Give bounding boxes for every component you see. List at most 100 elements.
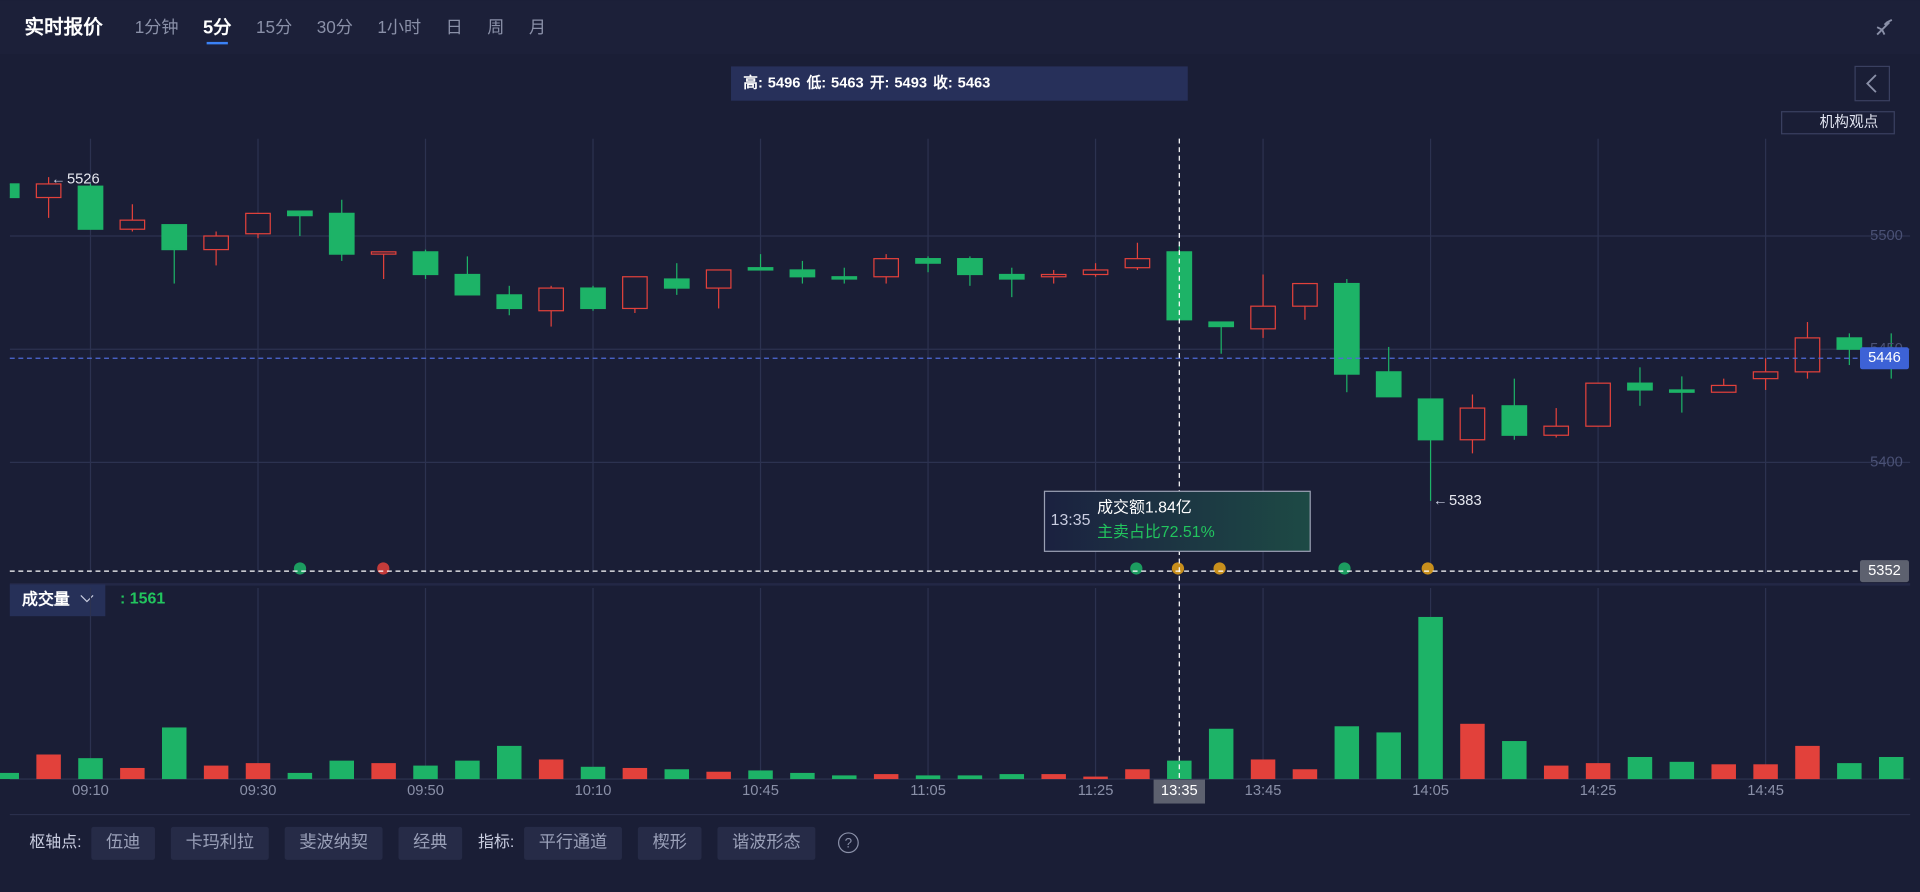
tab[interactable]: 周 — [487, 17, 504, 37]
event-icon[interactable] — [1130, 562, 1143, 575]
toolbar: 枢轴点: 伍迪 卡玛利拉 斐波纳契 经典 指标: 平行通道 楔形 谐波形态? — [29, 826, 859, 860]
volume-bar — [329, 760, 354, 780]
candle-body — [35, 183, 62, 199]
volume-bar — [1250, 759, 1276, 780]
annotation-arrow: ← — [51, 171, 66, 187]
volume-bar — [287, 772, 313, 780]
tab[interactable]: 15分 — [256, 17, 292, 37]
candle-body — [1627, 382, 1653, 391]
toolbar-button[interactable] — [717, 826, 816, 860]
volume-bar — [957, 775, 983, 780]
candle-body — [789, 269, 816, 278]
text-part: 开: — [870, 74, 890, 91]
candle-body — [705, 269, 732, 289]
crosshair-y-box — [1860, 560, 1909, 583]
candle-body — [287, 210, 313, 217]
side-toggle[interactable] — [1854, 65, 1890, 102]
text-part: 5463 — [958, 75, 991, 91]
y-tick-label: 5400 — [1870, 454, 1903, 470]
volume-bar — [455, 760, 480, 780]
x-tick-label: 09:50 — [407, 783, 444, 799]
candle-body — [622, 276, 648, 310]
toolbar-button[interactable] — [284, 826, 383, 860]
volume-bar — [1837, 763, 1862, 780]
toolbar-button[interactable] — [398, 826, 463, 860]
candle-body — [1585, 382, 1611, 427]
volume-bar — [1711, 764, 1736, 780]
toolbar-label: 枢轴点: — [29, 833, 81, 851]
plot-area — [9, 138, 1911, 574]
volume-bar — [0, 772, 19, 780]
icon — [1866, 74, 1877, 93]
volume-bar — [915, 775, 941, 780]
volume-bar — [664, 769, 690, 780]
x-tick-label: 14:25 — [1580, 783, 1617, 799]
volume-bar — [371, 763, 396, 780]
event-icon[interactable] — [1171, 562, 1185, 575]
candle-body — [915, 258, 941, 264]
volume-bar — [1418, 616, 1443, 780]
crosshair-x-label: 13:35 — [1161, 783, 1198, 799]
side-button[interactable] — [1781, 111, 1895, 135]
event-icon[interactable] — [293, 562, 307, 575]
text-part: 5493 — [894, 75, 927, 91]
event-icon[interactable] — [1338, 562, 1351, 575]
candle-body — [1836, 337, 1863, 350]
tab[interactable]: 月 — [529, 17, 546, 37]
collapse-icon[interactable] — [1876, 19, 1893, 36]
volume-bar — [1585, 763, 1611, 780]
toolbar-button-label: 经典 — [413, 831, 447, 851]
event-icon[interactable] — [377, 562, 390, 575]
candle-body — [119, 219, 146, 230]
candle-body — [245, 212, 271, 235]
text-part: 高: — [743, 73, 763, 91]
volume-value: 1561 — [130, 590, 166, 607]
volume-bar — [1208, 728, 1234, 780]
tab[interactable]: 1小时 — [377, 17, 421, 37]
toolbar-button[interactable] — [170, 826, 269, 860]
toolbar-button[interactable] — [637, 826, 702, 860]
crosshair-y-label: 5352 — [1868, 563, 1901, 579]
tab[interactable]: 30分 — [317, 17, 353, 37]
toolbar-button-label: 楔形 — [653, 831, 687, 851]
volume-bar — [1878, 756, 1904, 780]
text-part: 5496 — [768, 75, 801, 91]
candle-body — [1543, 425, 1570, 436]
toolbar-button[interactable] — [91, 826, 155, 860]
volume-bar — [1460, 723, 1485, 780]
x-tick-label: 11:05 — [910, 783, 946, 799]
tab[interactable]: 1分钟 — [135, 17, 179, 37]
help-icon[interactable] — [837, 832, 859, 854]
volume-bar — [497, 745, 522, 780]
toolbar-button[interactable] — [524, 826, 622, 860]
volume-bar — [120, 767, 145, 780]
candle-body — [1752, 371, 1779, 380]
annotation-arrow: ← — [1433, 493, 1448, 509]
candle-body — [454, 273, 481, 296]
candle-body — [1417, 398, 1444, 441]
current-price-label: 5446 — [1868, 350, 1901, 366]
candle-body — [747, 267, 774, 271]
separator — [9, 583, 1911, 586]
volume-panel: 09:10 09:30 09:50 10:10 10:45 11:05 11:25 13:35… — [0, 588, 1911, 804]
volume-bar — [999, 774, 1025, 780]
candle-body — [496, 294, 523, 310]
event-icon[interactable] — [1421, 562, 1434, 575]
event-icon[interactable] — [1213, 562, 1226, 575]
volume-bar — [622, 767, 648, 780]
candle-body — [873, 258, 900, 278]
x-tick-label: 11:25 — [1078, 783, 1114, 799]
volume-bar — [1795, 745, 1820, 780]
annotation-value: 5383 — [1449, 493, 1482, 509]
candle-body — [1375, 371, 1402, 398]
x-tick-label: 10:10 — [575, 783, 612, 799]
text-part: 收: — [933, 73, 953, 91]
tab[interactable]: 5分 — [203, 16, 232, 37]
text-part: 低: — [806, 73, 827, 91]
volume-bar — [538, 759, 564, 780]
x-tick-label: 13:45 — [1245, 783, 1282, 799]
indicator-select[interactable] — [9, 584, 106, 617]
tab[interactable]: 日 — [446, 17, 463, 37]
volume-bar — [1041, 774, 1066, 780]
